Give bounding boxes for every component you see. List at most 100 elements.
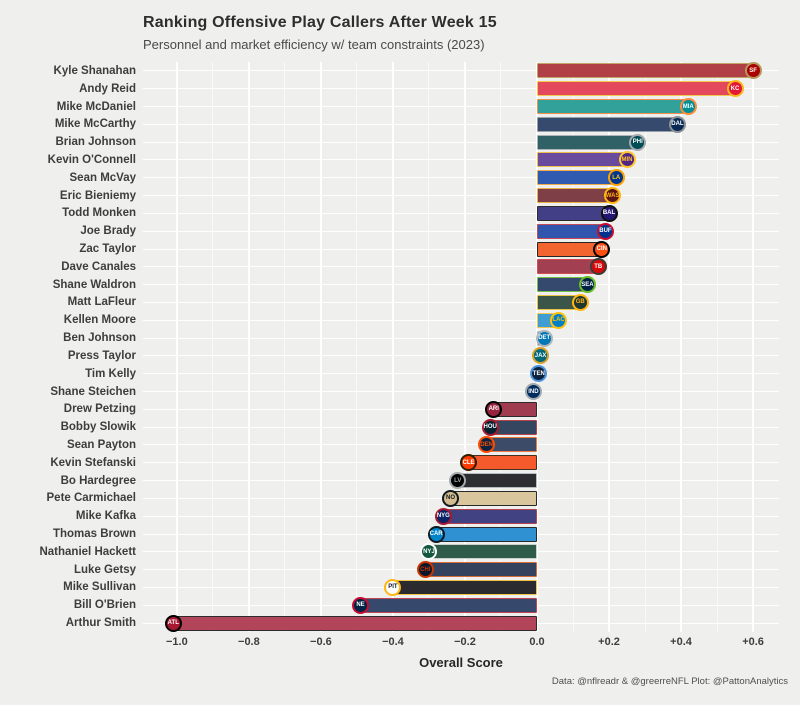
grid-line-row: [143, 266, 779, 268]
grid-line-minor: [356, 62, 358, 632]
y-label-bill-o-brien: Bill O'Brien: [73, 599, 136, 612]
bar-new-orleans-saints: [450, 490, 537, 506]
y-label-mike-mcdaniel: Mike McDaniel: [56, 100, 136, 113]
team-logo-kansas-city-chiefs-icon: KC: [726, 80, 744, 98]
chart-subtitle: Personnel and market efficiency w/ team …: [143, 37, 485, 52]
team-logo-carolina-panthers-icon: CAR: [427, 525, 445, 543]
x-axis-title: Overall Score: [419, 655, 503, 670]
team-logo-houston-texans-icon: HOU: [481, 418, 499, 436]
y-axis-labels: Kyle Shanahan Andy Reid Mike McDaniel Mike …: [0, 62, 136, 632]
y-label-kevin-o-connell: Kevin O'Connell: [47, 153, 136, 166]
team-logo-tennessee-titans-icon: TEN: [530, 365, 548, 383]
bar-buffalo-bills: [536, 223, 606, 239]
y-label-bo-hardegree: Bo Hardegree: [60, 474, 136, 487]
y-label-luke-getsy: Luke Getsy: [74, 563, 136, 576]
grid-line-minor: [212, 62, 214, 632]
y-label-dave-canales: Dave Canales: [61, 260, 136, 273]
grid-line-row: [143, 373, 779, 375]
bar-new-england-patriots: [360, 597, 537, 613]
grid-line-major: [680, 62, 682, 632]
y-label-press-taylor: Press Taylor: [67, 349, 136, 362]
grid-line-row: [143, 444, 779, 446]
grid-line-major: [320, 62, 322, 632]
bar-los-angeles-rams: [536, 170, 617, 186]
y-label-pete-carmichael: Pete Carmichael: [46, 492, 137, 505]
bar-las-vegas-raiders: [457, 473, 537, 489]
team-logo-pittsburgh-steelers-icon: PIT: [384, 578, 402, 596]
grid-line-row: [143, 355, 779, 357]
caption: Data: @nflreadr & @greerreNFL Plot: @Pat…: [551, 676, 788, 687]
grid-line-minor: [428, 62, 430, 632]
y-label-bobby-slowik: Bobby Slowik: [60, 421, 136, 434]
y-label-kyle-shanahan: Kyle Shanahan: [53, 64, 136, 77]
bar-carolina-panthers: [436, 526, 537, 542]
grid-line-major: [752, 62, 754, 632]
bar-new-york-giants: [443, 508, 537, 524]
team-logo-minnesota-vikings-icon: MIN: [618, 151, 636, 169]
y-label-eric-bieniemy: Eric Bieniemy: [59, 189, 136, 202]
team-logo-atlanta-falcons-icon: ATL: [164, 614, 182, 632]
team-logo-chicago-bears-icon: CHI: [416, 561, 434, 579]
y-label-nathaniel-hackett: Nathaniel Hackett: [39, 545, 136, 558]
grid-line-row: [143, 230, 779, 232]
team-logo-new-england-patriots-icon: NE: [352, 596, 370, 614]
y-label-kevin-stefanski: Kevin Stefanski: [50, 456, 136, 469]
grid-line-row: [143, 106, 779, 108]
grid-line-row: [143, 319, 779, 321]
y-label-joe-brady: Joe Brady: [80, 225, 136, 238]
x-tick-label: +0.2: [598, 636, 620, 648]
team-logo-detroit-lions-icon: DET: [535, 329, 553, 347]
team-logo-tampa-bay-buccaneers-icon: TB: [589, 258, 607, 276]
y-label-zac-taylor: Zac Taylor: [79, 243, 136, 256]
y-label-kellen-moore: Kellen Moore: [63, 314, 136, 327]
x-tick-label: +0.6: [742, 636, 764, 648]
team-logo-arizona-cardinals-icon: ARI: [485, 400, 503, 418]
grid-line-major: [248, 62, 250, 632]
grid-line-row: [143, 408, 779, 410]
team-logo-new-york-giants-icon: NYG: [434, 507, 452, 525]
team-logo-philadelphia-eagles-icon: PHI: [629, 133, 647, 151]
x-tick-label: −1.0: [165, 636, 188, 648]
y-label-shane-waldron: Shane Waldron: [52, 278, 136, 291]
bar-atlanta-falcons: [173, 615, 537, 631]
team-logo-indianapolis-colts-icon: IND: [524, 383, 542, 401]
grid-line-minor: [284, 62, 286, 632]
y-label-thomas-brown: Thomas Brown: [52, 528, 136, 541]
team-logo-san-francisco-49ers-icon: SF: [744, 62, 762, 80]
grid-line-row: [143, 284, 779, 286]
bar-baltimore-ravens: [536, 205, 609, 221]
team-logo-new-york-jets-icon: NYJ: [420, 543, 438, 561]
grid-line-major: [176, 62, 178, 632]
grid-line-major: [608, 62, 610, 632]
x-tick-label: 0.0: [529, 636, 545, 648]
bar-miami-dolphins: [536, 99, 689, 115]
bar-pittsburgh-steelers: [392, 579, 537, 595]
y-label-sean-payton: Sean Payton: [66, 438, 136, 451]
x-tick-label: −0.2: [454, 636, 476, 648]
team-logo-buffalo-bills-icon: BUF: [596, 222, 614, 240]
x-tick-label: +0.4: [670, 636, 692, 648]
y-label-brian-johnson: Brian Johnson: [55, 136, 136, 149]
team-logo-las-vegas-raiders-icon: LV: [449, 472, 467, 490]
y-label-mike-kafka: Mike Kafka: [75, 510, 136, 523]
team-logo-green-bay-packers-icon: GB: [571, 293, 589, 311]
team-logo-seattle-seahawks-icon: SEA: [578, 276, 596, 294]
bar-kansas-city-chiefs: [536, 81, 736, 97]
grid-line-row: [143, 141, 779, 143]
grid-line-minor: [644, 62, 646, 632]
bar-philadelphia-eagles: [536, 134, 638, 150]
y-label-ben-johnson: Ben Johnson: [63, 332, 136, 345]
y-label-matt-lafleur: Matt LaFleur: [67, 296, 136, 309]
x-tick-label: −0.4: [382, 636, 404, 648]
grid-line-row: [143, 426, 779, 428]
bar-minnesota-vikings: [536, 152, 628, 168]
grid-line-row: [143, 195, 779, 197]
y-label-mike-mccarthy: Mike McCarthy: [54, 118, 136, 131]
y-label-andy-reid: Andy Reid: [79, 82, 136, 95]
team-logo-los-angeles-chargers-icon: LAC: [550, 311, 568, 329]
bar-new-york-jets: [428, 544, 537, 560]
team-logo-denver-broncos-icon: DEN: [478, 436, 496, 454]
chart-title: Ranking Offensive Play Callers After Wee…: [143, 14, 497, 31]
team-logo-jacksonville-jaguars-icon: JAX: [532, 347, 550, 365]
team-logo-dallas-cowboys-icon: DAL: [668, 115, 686, 133]
